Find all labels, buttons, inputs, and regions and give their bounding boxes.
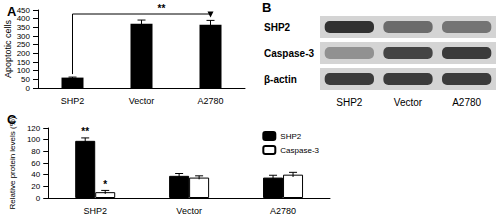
- svg-text:A2780: A2780: [197, 96, 223, 106]
- svg-text:**: **: [158, 3, 166, 14]
- svg-text:SHP2: SHP2: [280, 132, 301, 141]
- svg-text:Vector: Vector: [394, 97, 423, 108]
- svg-text:A2780: A2780: [270, 206, 296, 216]
- svg-text:SHP2: SHP2: [264, 22, 291, 33]
- svg-text:SHP2: SHP2: [83, 206, 107, 216]
- svg-text:100: 100: [27, 135, 41, 144]
- svg-text:Apoptotic cells: Apoptotic cells: [3, 19, 13, 78]
- svg-text:C: C: [7, 112, 17, 127]
- svg-text:Vector: Vector: [129, 96, 155, 106]
- svg-text:A2780: A2780: [452, 97, 481, 108]
- svg-text:A: A: [7, 4, 17, 19]
- svg-text:0: 0: [36, 194, 41, 203]
- svg-text:SHP2: SHP2: [336, 97, 363, 108]
- svg-text:Vector: Vector: [176, 206, 202, 216]
- svg-text:100: 100: [17, 66, 31, 75]
- svg-text:40: 40: [31, 170, 40, 179]
- svg-text:SHP2: SHP2: [61, 96, 85, 106]
- svg-text:250: 250: [17, 40, 31, 49]
- svg-text:450: 450: [17, 6, 31, 15]
- svg-text:50: 50: [21, 75, 30, 84]
- svg-text:*: *: [103, 179, 107, 190]
- svg-text:20: 20: [31, 182, 40, 191]
- svg-text:80: 80: [31, 147, 40, 156]
- svg-text:**: **: [81, 126, 89, 137]
- svg-text:200: 200: [17, 49, 31, 58]
- svg-text:0: 0: [26, 84, 31, 93]
- svg-text:β-actin: β-actin: [264, 74, 297, 85]
- svg-text:B: B: [262, 0, 271, 15]
- svg-text:150: 150: [17, 58, 31, 67]
- svg-text:350: 350: [17, 23, 31, 32]
- svg-text:300: 300: [17, 32, 31, 41]
- svg-text:Caspase-3: Caspase-3: [280, 146, 319, 155]
- svg-text:Caspase-3: Caspase-3: [264, 48, 314, 59]
- svg-text:60: 60: [31, 159, 40, 168]
- svg-text:120: 120: [27, 124, 41, 133]
- svg-text:400: 400: [17, 14, 31, 23]
- svg-text:Relative protein levels (%): Relative protein levels (%): [8, 116, 17, 209]
